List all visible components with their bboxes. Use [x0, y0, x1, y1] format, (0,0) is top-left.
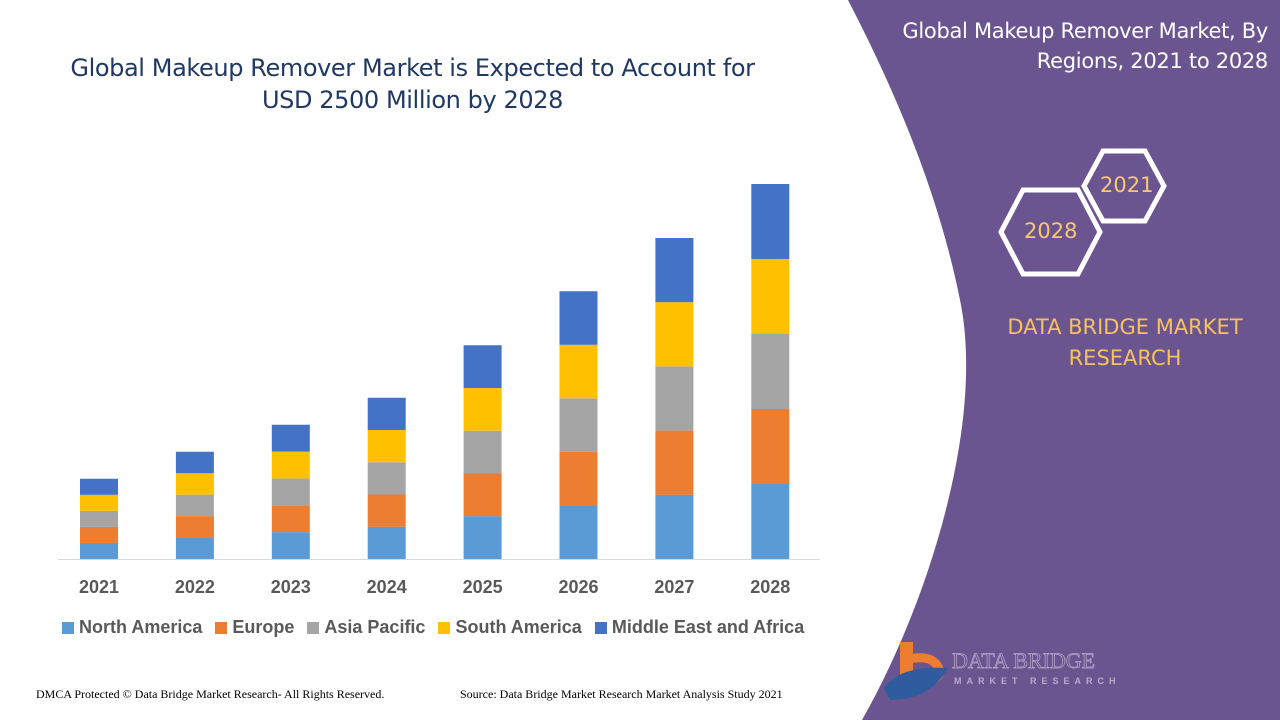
side-panel — [848, 0, 1280, 720]
bar-segment-middle-east-and-africa-2028 — [751, 184, 790, 259]
legend-label: Asia Pacific — [324, 617, 426, 637]
bar-segment-asia-pacific-2027 — [655, 366, 694, 431]
bar-segment-europe-2021 — [80, 526, 118, 543]
x-tick-label: 2028 — [750, 577, 790, 597]
bar-segment-north-america-2022 — [175, 537, 214, 559]
bar-segment-middle-east-and-africa-2024 — [367, 397, 406, 430]
x-tick-label: 2022 — [175, 577, 215, 597]
legend-item: South America — [438, 617, 582, 638]
bar-segment-north-america-2026 — [559, 505, 598, 559]
bar-segment-north-america-2021 — [80, 542, 118, 559]
x-tick-label: 2026 — [558, 577, 598, 597]
bar-segment-south-america-2024 — [367, 430, 406, 463]
bar-segment-middle-east-and-africa-2023 — [271, 424, 310, 452]
legend-item: Middle East and Africa — [594, 617, 805, 638]
bar-segment-south-america-2026 — [559, 344, 598, 399]
bars — [80, 184, 790, 559]
logo-text: DATA BRIDGE — [952, 648, 1096, 674]
legend-item: Asia Pacific — [307, 617, 425, 638]
x-tick-labels: 2021 2022 2023 2024 2025 2026 2027 2028 — [79, 577, 790, 597]
chart-title: Global Makeup Remover Market is Expected… — [70, 54, 755, 114]
legend-label: South America — [455, 617, 582, 637]
bar-segment-europe-2023 — [271, 505, 310, 533]
logo-icon — [884, 642, 948, 700]
brand-name: DATA BRIDGE MARKET RESEARCH — [1007, 315, 1243, 370]
bar-segment-europe-2027 — [655, 430, 694, 495]
x-tick-label: 2021 — [79, 577, 119, 597]
bar-segment-asia-pacific-2021 — [80, 510, 118, 527]
legend-swatch — [438, 621, 451, 634]
bar-segment-asia-pacific-2025 — [463, 430, 502, 474]
bar-segment-south-america-2028 — [751, 259, 790, 334]
footer-source: Source: Data Bridge Market Research Mark… — [460, 687, 783, 701]
bar-segment-north-america-2027 — [655, 494, 694, 559]
bar-segment-europe-2026 — [559, 451, 598, 506]
legend-swatch — [594, 621, 607, 634]
legend-label: Middle East and Africa — [611, 617, 805, 637]
bar-segment-north-america-2028 — [751, 484, 790, 559]
bar-segment-asia-pacific-2022 — [175, 494, 214, 517]
legend-label: North America — [79, 617, 203, 637]
bar-segment-south-america-2023 — [271, 451, 310, 479]
bar-segment-europe-2024 — [367, 494, 406, 527]
legend: North America Europe Asia Pacific South Ame… — [62, 617, 804, 638]
footer-copyright: DMCA Protected © Data Bridge Market Rese… — [36, 687, 385, 701]
bar-segment-europe-2025 — [463, 473, 502, 517]
x-tick-label: 2023 — [271, 577, 311, 597]
legend-item: North America — [62, 617, 202, 638]
side-panel-title: Global Makeup Remover Market, By Regions… — [902, 19, 1268, 73]
bar-segment-middle-east-and-africa-2026 — [559, 291, 598, 345]
x-tick-label: 2025 — [463, 577, 503, 597]
bar-segment-north-america-2025 — [463, 516, 502, 559]
bar-segment-middle-east-and-africa-2027 — [655, 238, 694, 303]
x-tick-label: 2024 — [367, 577, 407, 597]
hex-label-2028: 2028 — [1024, 219, 1078, 243]
bar-segment-middle-east-and-africa-2021 — [80, 478, 118, 495]
legend-swatch — [307, 621, 320, 634]
bar-segment-north-america-2023 — [271, 532, 310, 559]
bar-segment-asia-pacific-2023 — [271, 478, 310, 506]
bar-segment-middle-east-and-africa-2022 — [175, 451, 214, 474]
hexagon-2028 — [998, 187, 1103, 277]
bar-segment-europe-2028 — [751, 409, 790, 484]
hex-label-2021: 2021 — [1100, 173, 1154, 197]
bar-segment-south-america-2022 — [175, 473, 214, 495]
bar-segment-south-america-2021 — [80, 494, 118, 511]
hexagon-2021 — [1081, 148, 1167, 224]
bar-segment-middle-east-and-africa-2025 — [463, 345, 502, 388]
legend-label: Europe — [232, 617, 295, 637]
bar-segment-south-america-2025 — [463, 388, 502, 431]
bar-segment-asia-pacific-2024 — [367, 462, 406, 495]
bar-segment-asia-pacific-2026 — [559, 398, 598, 452]
legend-item: Europe — [215, 617, 294, 638]
bar-segment-europe-2022 — [175, 516, 214, 538]
bar-segment-asia-pacific-2028 — [751, 334, 790, 409]
x-tick-label: 2027 — [654, 577, 694, 597]
bar-segment-south-america-2027 — [655, 302, 694, 367]
bar-segment-north-america-2024 — [367, 526, 406, 559]
logo-subtext: MARKET RESEARCH — [954, 676, 1121, 686]
legend-swatch — [215, 621, 228, 634]
legend-swatch — [62, 621, 74, 634]
